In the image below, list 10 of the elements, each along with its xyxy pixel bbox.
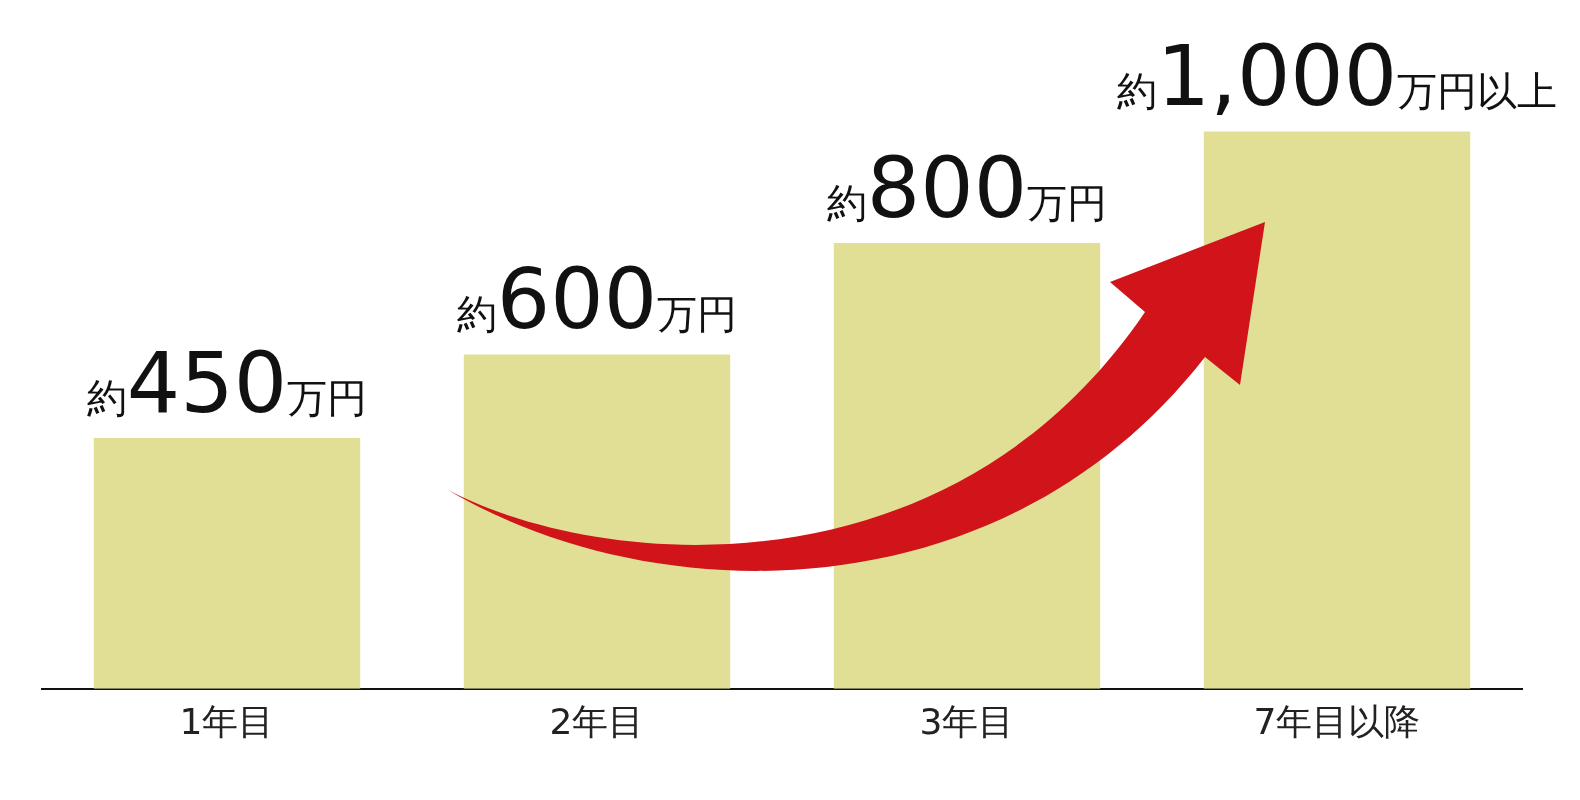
data-label: 約600万円 <box>456 250 738 349</box>
x-tick-label: 1年目 <box>179 700 275 742</box>
bar <box>1203 131 1471 689</box>
data-label: 約450万円 <box>86 334 368 432</box>
x-tick-label: 2年目 <box>549 700 645 742</box>
data-label: 約800万円 <box>826 138 1108 237</box>
bar <box>463 354 731 689</box>
bar <box>93 438 361 689</box>
x-tick-label: 7年目以降 <box>1253 700 1421 742</box>
x-tick-label: 3年目 <box>919 700 1015 742</box>
